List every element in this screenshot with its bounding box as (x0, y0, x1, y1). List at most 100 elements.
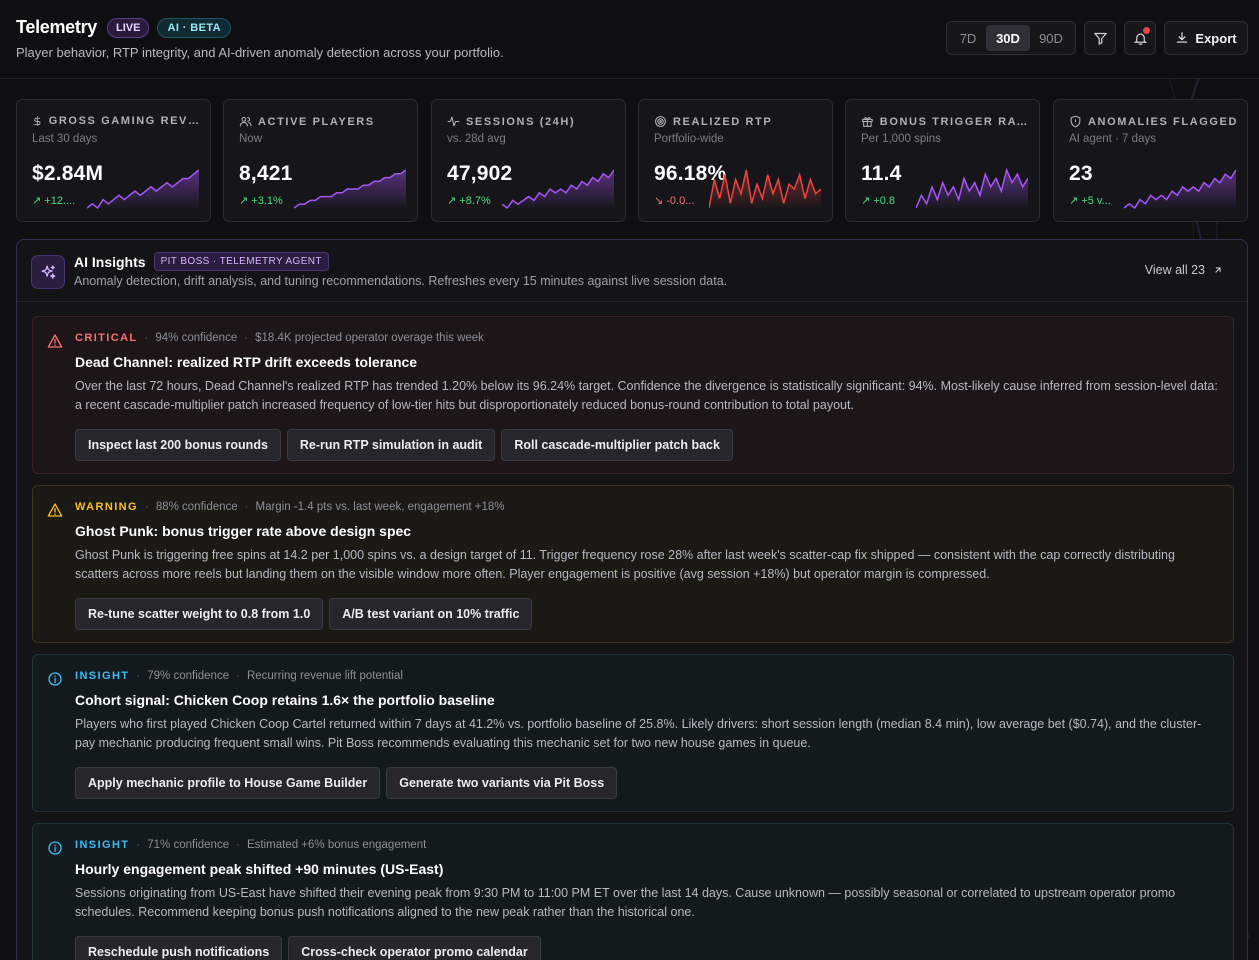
filter-button[interactable] (1084, 21, 1116, 55)
kpi-card-sessions[interactable]: SESSIONS (24H) vs. 28d avg 47,902 ↗ +8.7… (431, 99, 626, 222)
kpi-sub: Portfolio-wide (654, 133, 724, 145)
kpi-card-ggr[interactable]: GROSS GAMING REVEN... Last 30 days $2.84… (16, 99, 211, 222)
sparkline (502, 169, 614, 210)
info-icon (48, 841, 62, 855)
card-body: Sessions originating from US-East have s… (75, 886, 1176, 919)
sparkline-line (1124, 169, 1236, 210)
sparkline-area (916, 170, 1028, 210)
notifications-button[interactable] (1124, 21, 1156, 55)
generate-variants-button[interactable]: Generate two variants via Pit Boss (386, 767, 618, 799)
kpi-card-active-players[interactable]: ACTIVE PLAYERS Now 8,421 ↗ +3.1% (223, 99, 418, 222)
page-header: Telemetry LIVE AI · BETA Player behavior… (0, 0, 1259, 79)
shield-icon (1070, 115, 1081, 128)
card-actions: Reschedule push notifications Cross-chec… (75, 936, 541, 960)
kpi-label-text: BONUS TRIGGER RATE (879, 115, 1031, 128)
sparkline-area (502, 170, 614, 210)
retune-scatter-button[interactable]: Re-tune scatter weight to 0.8 from 1.0 (75, 598, 324, 630)
ai-insights-title-row: AI Insights PIT BOSS · TELEMETRY AGENT (74, 252, 329, 271)
impact-label: Recurring revenue lift potential (246, 670, 403, 682)
reschedule-push-button[interactable]: Reschedule push notifications (75, 936, 283, 960)
insight-card-engagement-peak: INSIGHT · 71% confidence · Estimated +6%… (32, 823, 1234, 960)
sparkline-line (916, 168, 1028, 209)
kpi-label-text: ANOMALIES FLAGGED (1088, 115, 1239, 128)
kpi-delta: ↗ +8.7% (447, 195, 491, 207)
rollback-patch-button[interactable]: Roll cascade-multiplier patch back (501, 429, 733, 461)
ai-insights-panel: AI Insights PIT BOSS · TELEMETRY AGENT A… (16, 239, 1248, 960)
card-body: Ghost Punk is triggering free spins at 1… (75, 548, 1175, 581)
sparkline-line (709, 169, 821, 209)
kpi-value: 11.4 (861, 162, 902, 185)
warning-triangle-icon (47, 503, 63, 517)
card-meta: WARNING · 88% confidence · Margin -1.4 p… (75, 501, 504, 513)
kpi-label: GROSS GAMING REVEN... (32, 115, 202, 127)
kpi-label-text: GROSS GAMING REVEN... (48, 115, 202, 127)
ab-test-button[interactable]: A/B test variant on 10% traffic (329, 598, 533, 630)
kpi-card-realized-rtp[interactable]: REALIZED RTP Portfolio-wide 96.18% ↘ -0.… (638, 99, 833, 222)
range-30d-button[interactable]: 30D (986, 25, 1030, 51)
page-title: Telemetry (16, 17, 98, 37)
target-icon (655, 116, 666, 127)
insight-card-warning: WARNING · 88% confidence · Margin -1.4 p… (32, 485, 1234, 643)
kpi-sub: vs. 28d avg (447, 133, 506, 145)
separator-dot: · (136, 839, 141, 851)
kpi-card-anomalies-flagged[interactable]: ANOMALIES FLAGGED AI agent · 7 days 23 ↗… (1053, 99, 1248, 222)
separator-dot: · (144, 332, 149, 344)
export-label: Export (1195, 30, 1237, 46)
separator-dot: · (236, 670, 240, 682)
kpi-label: ANOMALIES FLAGGED (1069, 115, 1239, 128)
notification-dot (1143, 27, 1150, 34)
page-subtitle: Player behavior, RTP integrity, and AI-d… (16, 45, 504, 60)
kpi-row: GROSS GAMING REVEN... Last 30 days $2.84… (16, 99, 1248, 222)
kpi-value: 47,902 (447, 162, 513, 185)
card-title: Hourly engagement peak shifted +90 minut… (75, 861, 444, 877)
separator-dot: · (236, 839, 240, 851)
live-badge: LIVE (107, 17, 150, 38)
range-7d-button[interactable]: 7D (959, 30, 977, 46)
insight-card-critical: CRITICAL · 94% confidence · $18.4K proje… (32, 316, 1234, 474)
card-title: Dead Channel: realized RTP drift exceeds… (75, 354, 418, 370)
sparkline-line (294, 169, 406, 209)
card-body: Over the last 72 hours, Dead Channel's r… (75, 379, 1218, 412)
ai-insights-description: Anomaly detection, drift analysis, and t… (74, 274, 728, 288)
range-90d-button[interactable]: 90D (1039, 30, 1063, 46)
card-actions: Inspect last 200 bonus rounds Re-run RTP… (75, 429, 733, 461)
dollar-icon (34, 116, 41, 126)
severity-label: WARNING (75, 501, 138, 513)
title-row: Telemetry LIVE AI · BETA (16, 17, 231, 38)
kpi-sub: Now (239, 133, 263, 145)
view-all-link[interactable]: View all 23 (1145, 263, 1223, 277)
kpi-label: ACTIVE PLAYERS (239, 115, 409, 128)
filter-icon (1093, 32, 1107, 45)
inspect-bonus-rounds-button[interactable]: Inspect last 200 bonus rounds (75, 429, 281, 461)
sparkline-area (294, 170, 406, 210)
separator-dot: · (144, 501, 149, 513)
kpi-card-bonus-trigger-rate[interactable]: BONUS TRIGGER RATE Per 1,000 spins 11.4 … (845, 99, 1040, 222)
arrow-up-right-icon (1215, 267, 1221, 273)
card-actions: Re-tune scatter weight to 0.8 from 1.0 A… (75, 598, 533, 630)
card-body: Players who first played Chicken Coop Ca… (75, 717, 1202, 750)
bell-icon (1133, 33, 1147, 45)
sparkline-line (502, 169, 614, 210)
kpi-delta: ↗ +5 v... (1069, 195, 1111, 207)
separator-dot: · (244, 501, 249, 513)
severity-label: INSIGHT (75, 839, 130, 851)
view-all-label: View all 23 (1144, 263, 1205, 277)
impact-label: $18.4K projected operator overage this w… (255, 332, 484, 344)
ai-insights-icon-box (31, 255, 65, 289)
confidence-label: 88% confidence (155, 501, 238, 513)
kpi-delta: ↘ -0.0... (654, 195, 695, 207)
apply-mechanic-profile-button[interactable]: Apply mechanic profile to House Game Bui… (75, 767, 381, 799)
sparkline (709, 169, 821, 210)
confidence-label: 79% confidence (147, 670, 230, 682)
confidence-label: 94% confidence (155, 332, 238, 344)
rerun-rtp-simulation-button[interactable]: Re-run RTP simulation in audit (286, 429, 496, 461)
activity-icon (447, 116, 460, 127)
kpi-value: 8,421 (239, 162, 293, 185)
kpi-value: 23 (1069, 162, 1093, 185)
crosscheck-promo-calendar-button[interactable]: Cross-check operator promo calendar (288, 936, 541, 960)
severity-label: INSIGHT (75, 670, 130, 682)
kpi-value: 96.18% (654, 162, 727, 185)
export-button[interactable]: Export (1164, 21, 1248, 55)
confidence-label: 71% confidence (147, 839, 230, 851)
kpi-delta: ↗ +0.8 (861, 195, 895, 207)
